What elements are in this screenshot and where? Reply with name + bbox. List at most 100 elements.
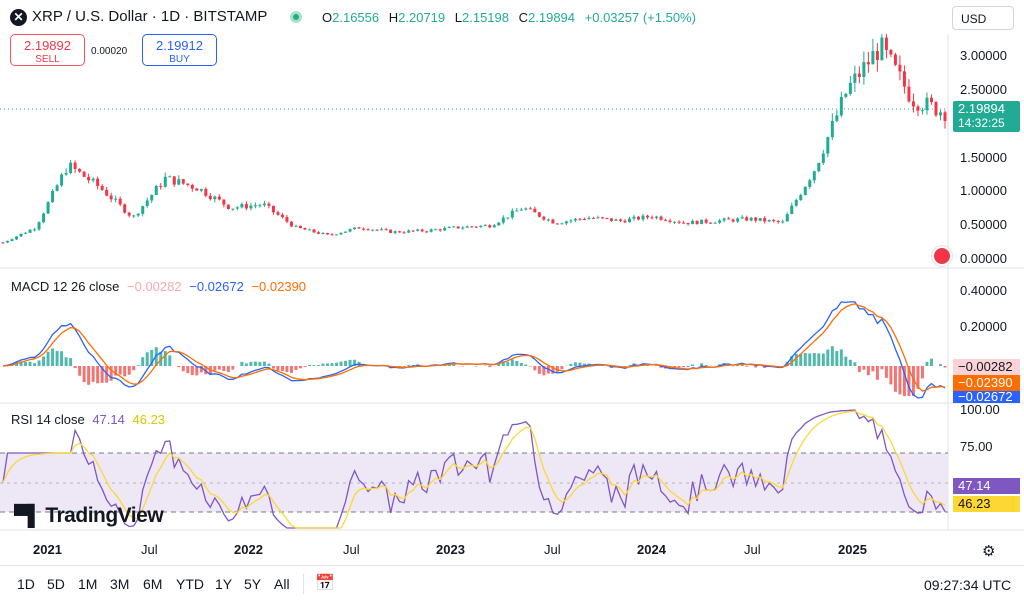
date-range-icon[interactable]: 📅 xyxy=(315,573,335,593)
candle-body xyxy=(344,232,347,233)
macd-hist-bar xyxy=(930,359,933,366)
macd-hist-bar xyxy=(322,364,325,366)
candle-body xyxy=(123,204,126,212)
candle-body xyxy=(177,179,180,184)
candle-body xyxy=(385,229,388,230)
tv-mark-icon: ▀▌ xyxy=(14,505,41,527)
candle-body xyxy=(87,177,90,181)
calendar-flag-icon[interactable] xyxy=(932,246,952,266)
candle-body xyxy=(633,217,636,219)
candle-body xyxy=(822,154,825,163)
candle-body xyxy=(29,230,32,233)
candle-body xyxy=(565,221,568,223)
time-axis-label: 2024 xyxy=(637,542,666,557)
candle-body xyxy=(159,186,162,187)
time-axis-label: Jul xyxy=(343,542,360,557)
candle-body xyxy=(349,229,352,231)
macd-hist-bar xyxy=(817,353,820,366)
candle-body xyxy=(524,208,527,209)
macd-hist-bar xyxy=(294,366,297,370)
rsi-legend[interactable]: RSI 14 close 47.14 46.23 xyxy=(11,412,165,427)
macd-hist-bar xyxy=(24,362,27,366)
tradingview-logo[interactable]: ▀▌TradingView xyxy=(14,504,163,528)
candle-body xyxy=(605,218,608,219)
timeframe-3m[interactable]: 3M xyxy=(110,576,129,592)
candle-body xyxy=(20,234,23,237)
candle-body xyxy=(907,87,910,102)
candle-body xyxy=(538,212,541,216)
macd-hist-bar xyxy=(308,365,311,366)
candle-body xyxy=(367,229,370,230)
macd-hist-bar xyxy=(191,366,194,375)
timeframe-1m[interactable]: 1M xyxy=(78,576,97,592)
candle-body xyxy=(763,218,766,221)
macd-hist-bar xyxy=(96,366,99,383)
candle-body xyxy=(146,200,149,206)
candle-body xyxy=(574,219,577,221)
candle-body xyxy=(768,220,771,221)
candle-body xyxy=(466,226,469,227)
candle-body xyxy=(290,222,293,227)
macd-hist-bar xyxy=(51,349,54,366)
timeframe-5d[interactable]: 5D xyxy=(47,576,65,592)
macd-hist-bar xyxy=(687,366,690,367)
candle-body xyxy=(578,219,581,220)
bar-countdown: 14:32:25 xyxy=(958,116,1020,130)
candle-body xyxy=(461,228,464,229)
candle-body xyxy=(209,196,212,199)
candle-body xyxy=(141,206,144,214)
candle-body xyxy=(182,179,185,183)
candle-body xyxy=(682,223,685,224)
timeframe-all[interactable]: All xyxy=(274,576,290,592)
settings-gear-icon[interactable]: ⚙ xyxy=(982,542,995,560)
timeframe-6m[interactable]: 6M xyxy=(143,576,162,592)
macd-legend[interactable]: MACD 12 26 close −0.00282 −0.02672 −0.02… xyxy=(11,279,306,294)
macd-hist-bar xyxy=(132,366,135,370)
candle-body xyxy=(74,163,77,169)
candle-body xyxy=(56,185,59,190)
candle-body xyxy=(669,221,672,222)
price-axis-label: 0.50000 xyxy=(960,217,1007,232)
candle-body xyxy=(272,206,275,212)
candle-body xyxy=(276,212,279,215)
macd-hist-bar xyxy=(804,353,807,366)
timeframe-5y[interactable]: 5Y xyxy=(244,576,261,592)
macd-hist-bar xyxy=(349,360,352,366)
macd-hist-bar xyxy=(533,366,536,370)
timeframe-ytd[interactable]: YTD xyxy=(176,576,204,592)
timeframe-1y[interactable]: 1Y xyxy=(215,576,232,592)
candle-body xyxy=(583,219,586,220)
candle-body xyxy=(799,195,802,200)
candle-body xyxy=(2,243,5,244)
candle-body xyxy=(831,121,834,137)
macd-axis-label: 0.40000 xyxy=(960,283,1007,298)
candle-body xyxy=(921,110,924,111)
macd-hist-bar xyxy=(47,352,50,366)
candle-body xyxy=(696,221,699,224)
time-axis-label: Jul xyxy=(141,542,158,557)
rsi-axis-label: 100.00 xyxy=(960,402,1000,417)
candle-body xyxy=(236,207,239,208)
toolbar-divider xyxy=(303,574,304,594)
timeframe-1d[interactable]: 1D xyxy=(17,576,35,592)
utc-clock[interactable]: 09:27:34 UTC xyxy=(924,577,1011,593)
macd-hist-bar xyxy=(871,366,874,371)
macd-hist-bar xyxy=(682,366,685,367)
macd-hist-bar xyxy=(249,362,252,366)
candle-body xyxy=(119,199,122,205)
candle-body xyxy=(15,236,18,239)
macd-hist-bar xyxy=(524,365,527,366)
candle-body xyxy=(678,222,681,223)
macd-hist-bar xyxy=(506,362,509,366)
candle-body xyxy=(47,202,50,213)
candle-body xyxy=(213,197,216,200)
macd-pane xyxy=(3,302,947,398)
candle-body xyxy=(944,112,947,121)
candle-body xyxy=(651,217,654,218)
candle-body xyxy=(200,189,203,191)
candle-body xyxy=(853,74,856,83)
candle-body xyxy=(889,50,892,54)
candle-body xyxy=(569,220,572,221)
candle-body xyxy=(60,175,63,186)
candle-body xyxy=(804,187,807,195)
